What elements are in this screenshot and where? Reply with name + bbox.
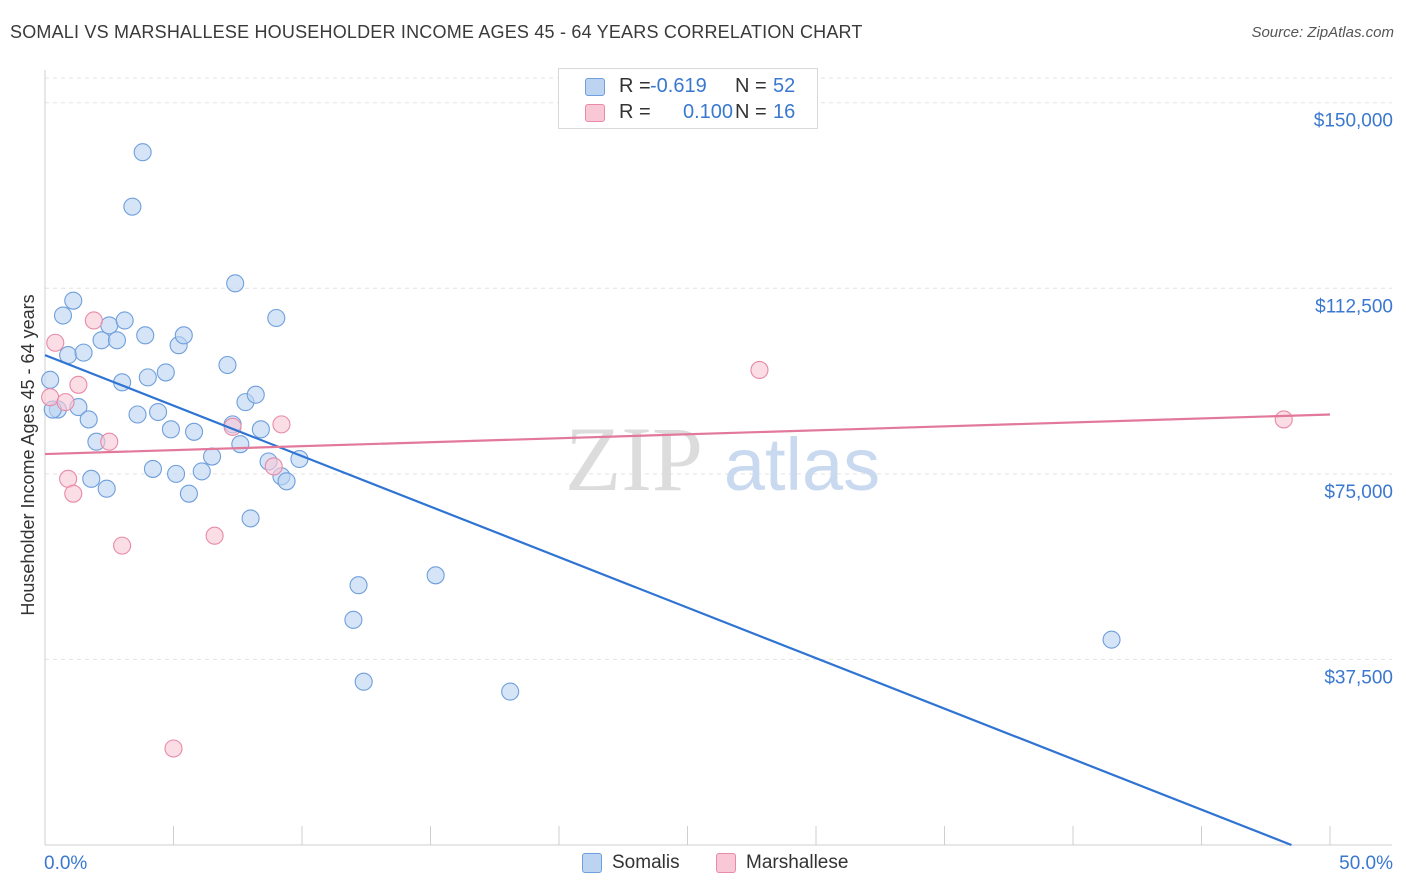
grid-layer xyxy=(45,77,1392,660)
somalis-point xyxy=(143,459,162,478)
somalis-n-value: 52 xyxy=(773,75,796,97)
marshallese-n-value: 16 xyxy=(773,101,796,123)
y-tick-label: $112,500 xyxy=(1315,296,1393,317)
somalis-point xyxy=(226,274,245,293)
source-credit: Source: ZipAtlas.com xyxy=(1251,24,1394,41)
somalis-point xyxy=(203,447,222,466)
marshallese-trendline xyxy=(44,413,1331,456)
marshallese-point xyxy=(46,333,65,352)
somalis-point xyxy=(246,385,265,404)
somalis-point xyxy=(501,682,520,701)
somalis-point xyxy=(79,410,98,429)
somalis-point xyxy=(82,469,101,488)
somalis-legend-swatch xyxy=(582,853,602,873)
somalis-point xyxy=(74,343,93,362)
somalis-point xyxy=(426,566,445,585)
x-tick-label: 0.0% xyxy=(44,853,87,874)
points-layer xyxy=(41,143,1293,758)
somalis-point xyxy=(192,462,211,481)
somalis-point xyxy=(267,308,286,328)
watermark-zip: ZIP xyxy=(565,408,703,510)
somalis-point xyxy=(218,355,237,375)
somalis-point xyxy=(185,422,204,441)
somalis-point xyxy=(128,405,147,424)
somalis-point xyxy=(53,306,73,325)
somalis-point xyxy=(92,331,111,350)
somalis-point xyxy=(344,610,363,629)
somalis-legend-label: Somalis xyxy=(612,852,680,873)
somalis-point xyxy=(115,311,134,330)
marshallese-point xyxy=(113,536,132,555)
marshallese-point xyxy=(264,457,283,476)
marshallese-point xyxy=(164,739,183,758)
somalis-point xyxy=(1102,630,1121,649)
marshallese-n-label: N = xyxy=(735,101,767,123)
y-axis-title: Householder Income Ages 45 - 64 years xyxy=(18,294,38,615)
marshallese-point xyxy=(205,526,224,545)
somalis-trendline xyxy=(44,354,1292,847)
trendlines-layer xyxy=(44,354,1331,847)
marshallese-swatch xyxy=(585,104,605,122)
somalis-n-label: N = xyxy=(735,75,767,97)
marshallese-legend-label: Marshallese xyxy=(746,852,849,873)
somalis-point xyxy=(241,509,260,528)
marshallese-point xyxy=(1274,410,1293,429)
somalis-point xyxy=(136,326,155,345)
somalis-point xyxy=(133,143,152,162)
somalis-point xyxy=(100,316,119,335)
somalis-point xyxy=(174,326,193,345)
somalis-point xyxy=(41,370,60,389)
somalis-r-label: R = xyxy=(619,75,651,97)
marshallese-point xyxy=(100,432,119,451)
somalis-point xyxy=(64,291,83,310)
somalis-point xyxy=(354,672,373,691)
somalis-point xyxy=(138,368,157,387)
marshallese-point xyxy=(56,393,75,412)
marshallese-point xyxy=(64,484,83,503)
watermark: ZIP atlas xyxy=(565,408,880,510)
y-tick-label: $37,500 xyxy=(1324,667,1393,688)
y-tick-label: $75,000 xyxy=(1324,482,1393,503)
somalis-point xyxy=(149,402,168,422)
marshallese-r-label: R = xyxy=(619,101,651,123)
somalis-point xyxy=(156,363,175,382)
somalis-point xyxy=(107,331,127,350)
stats-legend: R = -0.619 N = 52 R = 0.100 N = 16 xyxy=(558,68,818,129)
somalis-r-value: -0.619 xyxy=(650,75,707,97)
marshallese-r-value: 0.100 xyxy=(683,101,734,123)
somalis-point xyxy=(161,420,180,439)
somalis-point xyxy=(167,464,186,483)
watermark-atlas: atlas xyxy=(724,423,880,506)
somalis-point xyxy=(251,420,270,439)
chart-title: SOMALI VS MARSHALLESE HOUSEHOLDER INCOME… xyxy=(10,22,863,42)
axis-labels-layer: $37,500 $75,000 $112,500 $150,000 0.0% 50.0% H… xyxy=(18,111,1393,874)
somalis-swatch xyxy=(585,78,605,96)
marshallese-point xyxy=(69,375,88,394)
somalis-point xyxy=(179,484,198,503)
somalis-point xyxy=(231,435,250,454)
somalis-point xyxy=(277,472,296,491)
x-tick-label: 50.0% xyxy=(1339,853,1393,874)
axes-layer xyxy=(44,70,1392,846)
marshallese-legend-swatch xyxy=(716,853,736,873)
marshallese-point xyxy=(84,311,103,330)
marshallese-point xyxy=(750,360,769,380)
somalis-point xyxy=(349,576,368,595)
somalis-point xyxy=(97,479,116,498)
marshallese-point xyxy=(272,415,291,434)
y-tick-label: $150,000 xyxy=(1314,111,1393,132)
marshallese-point xyxy=(41,388,60,407)
somalis-point xyxy=(123,197,142,216)
